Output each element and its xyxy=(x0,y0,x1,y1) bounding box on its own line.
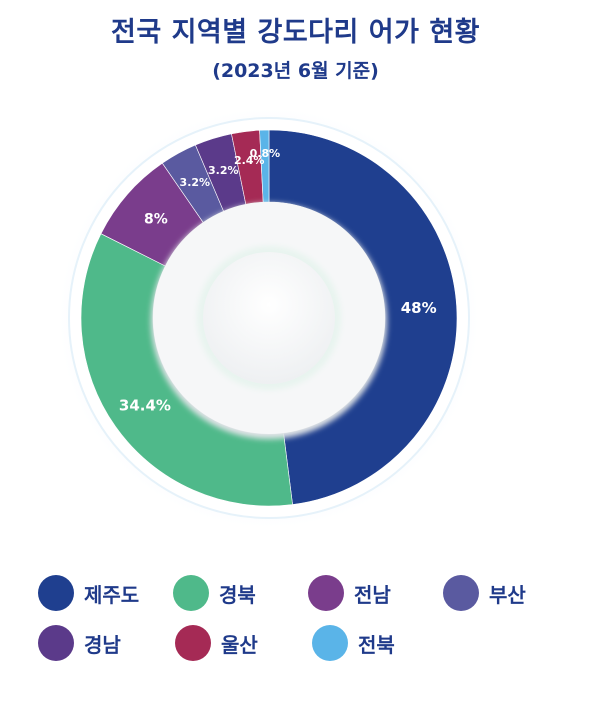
legend-item-jeju: 제주도 xyxy=(38,575,173,611)
legend-swatch xyxy=(173,575,209,611)
donut-chart: 48%34.4%8%3.2%3.2%2.4%0.8% xyxy=(57,106,481,530)
legend-item-gyeongnam: 경남 xyxy=(38,625,175,661)
data-label-3: 8% xyxy=(144,212,168,228)
legend-swatch xyxy=(38,625,74,661)
data-label-1: 48% xyxy=(401,299,437,317)
legend: 제주도 경북 전남 부산 경남 울산 전북 xyxy=(38,568,578,668)
legend-label: 경북 xyxy=(219,582,256,607)
center-disc xyxy=(203,252,335,384)
legend-row: 제주도 경북 전남 부산 xyxy=(38,568,578,618)
data-label-7: 0.8% xyxy=(250,147,281,160)
chart-subtitle: (2023년 6월 기준) xyxy=(212,60,379,82)
legend-label: 부산 xyxy=(489,582,526,607)
legend-swatch xyxy=(443,575,479,611)
legend-row: 경남 울산 전북 xyxy=(38,618,578,668)
data-label-2: 34.4% xyxy=(119,396,171,414)
legend-item-jeonbuk: 전북 xyxy=(312,625,449,661)
data-label-5: 3.2% xyxy=(208,164,239,177)
chart-title: 전국 지역별 강도다리 어가 현황 xyxy=(110,17,481,48)
legend-item-gyeongbuk: 경북 xyxy=(173,575,308,611)
legend-label: 제주도 xyxy=(84,582,140,607)
legend-label: 울산 xyxy=(221,632,258,657)
legend-label: 전북 xyxy=(358,632,395,657)
legend-item-ulsan: 울산 xyxy=(175,625,312,661)
legend-swatch xyxy=(175,625,211,661)
legend-swatch xyxy=(38,575,74,611)
legend-item-jeonnam: 전남 xyxy=(308,575,443,611)
legend-label: 경남 xyxy=(84,632,121,657)
data-label-6: 2.4% xyxy=(234,154,265,167)
legend-item-busan: 부산 xyxy=(443,575,578,611)
legend-swatch xyxy=(312,625,348,661)
data-label-4: 3.2% xyxy=(180,176,211,189)
legend-label: 전남 xyxy=(354,582,391,607)
legend-swatch xyxy=(308,575,344,611)
